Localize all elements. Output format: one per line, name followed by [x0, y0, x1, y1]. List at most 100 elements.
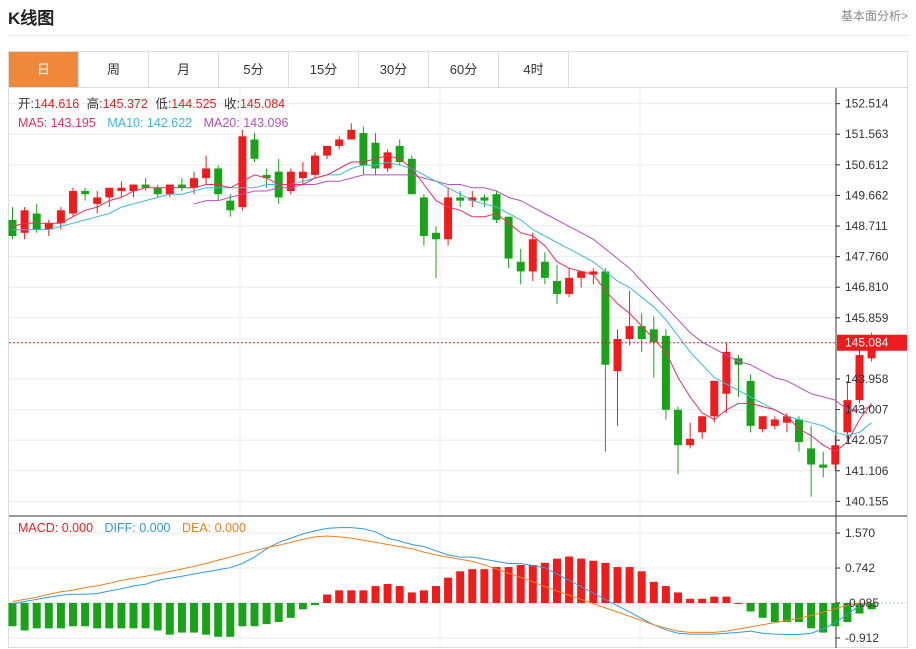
- macd-bar: [190, 602, 198, 633]
- macd-bar: [625, 567, 634, 603]
- page-title: K线图: [8, 9, 55, 28]
- macd-bar: [613, 567, 622, 603]
- candle-body: [782, 416, 791, 423]
- candle-body: [165, 184, 174, 195]
- macd-tick-label: 1.570: [845, 526, 875, 540]
- macd-bar: [56, 602, 65, 629]
- candle-body: [613, 339, 622, 372]
- candle-body: [190, 178, 198, 188]
- candle-body: [298, 171, 307, 179]
- high-value: 145.372: [103, 97, 148, 111]
- macd-bar: [686, 598, 695, 603]
- macd-bar: [855, 602, 864, 614]
- candle-body: [347, 129, 356, 140]
- candle-body: [8, 219, 17, 237]
- close-value: 145.084: [240, 97, 285, 111]
- candle-body: [480, 197, 489, 201]
- tab-30min[interactable]: 30分: [359, 52, 429, 87]
- macd-bar: [238, 602, 247, 627]
- candle-body: [105, 187, 114, 198]
- price-tick-label: 149.662: [845, 188, 889, 202]
- macd-bar: [93, 602, 102, 629]
- macd-bar: [274, 602, 283, 623]
- candle-body: [553, 281, 561, 294]
- macd-bar: [432, 586, 440, 603]
- price-tick-label: 150.612: [845, 158, 889, 172]
- candle-body: [407, 158, 416, 195]
- last-price-label: 145.084: [845, 336, 889, 350]
- candle-body: [383, 152, 392, 169]
- close-label: 收:: [224, 97, 240, 111]
- dea-label: DEA: 0.000: [182, 521, 246, 535]
- macd-bar: [831, 602, 840, 627]
- period-tabbar: 日 周 月 5分 15分 30分 60分 4时: [9, 52, 907, 88]
- macd-bar: [395, 586, 404, 603]
- macd-bar: [734, 602, 743, 604]
- macd-bar: [710, 596, 719, 603]
- macd-bar: [298, 602, 307, 610]
- price-tick-label: 142.057: [845, 433, 889, 447]
- tab-4hour[interactable]: 4时: [499, 52, 569, 87]
- tab-week[interactable]: 周: [79, 52, 149, 87]
- macd-bar: [528, 564, 537, 603]
- candle-body: [359, 133, 368, 166]
- candle-body: [661, 335, 670, 410]
- candle-body: [770, 419, 779, 426]
- macd-bar: [843, 602, 852, 623]
- candle-body: [141, 184, 150, 188]
- candle-body: [69, 190, 77, 214]
- macd-bar: [359, 590, 368, 603]
- tab-60min[interactable]: 60分: [429, 52, 499, 87]
- macd-bar: [214, 602, 223, 637]
- candle-body: [323, 145, 332, 156]
- macd-series: [8, 527, 876, 637]
- macd-bar: [444, 577, 453, 603]
- tab-month[interactable]: 月: [149, 52, 219, 87]
- ma5-label: MA5: 143.195: [18, 116, 96, 130]
- macd-bar: [819, 602, 828, 633]
- tab-day[interactable]: 日: [9, 52, 79, 87]
- price-tick-label: 143.007: [845, 403, 889, 417]
- macd-bar: [758, 602, 767, 618]
- macd-bar: [589, 560, 598, 603]
- candle-body: [468, 197, 477, 201]
- macd-bar: [504, 567, 513, 603]
- macd-bar: [262, 602, 271, 625]
- macd-bar: [661, 586, 670, 603]
- candle-body: [202, 168, 211, 179]
- macd-bar: [323, 594, 332, 603]
- price-tick-label: 143.958: [845, 372, 889, 386]
- candle-body: [722, 351, 731, 394]
- candle-body: [56, 210, 65, 224]
- tab-5min[interactable]: 5分: [219, 52, 289, 87]
- macd-bar: [165, 602, 174, 635]
- ma20-label: MA20: 143.096: [204, 116, 289, 130]
- tab-15min[interactable]: 15分: [289, 52, 359, 87]
- candle-body: [601, 271, 610, 365]
- candle-body: [250, 139, 259, 159]
- fundamental-analysis-link[interactable]: 基本面分析>: [840, 9, 908, 23]
- open-label: 开:: [18, 97, 34, 111]
- macd-bar: [32, 602, 41, 629]
- macd-bar: [637, 571, 646, 603]
- price-tick-label: 146.810: [845, 280, 889, 294]
- candle-body: [32, 213, 41, 230]
- candle-body: [456, 197, 465, 201]
- macd-bar: [347, 590, 356, 603]
- candle-body: [311, 155, 319, 175]
- candle-body: [335, 139, 344, 146]
- macd-info: MACD: 0.000 DIFF: 0.000 DEA: 0.000: [18, 521, 246, 535]
- candle-body: [516, 261, 525, 272]
- macd-bar: [202, 602, 211, 635]
- macd-bar: [383, 583, 392, 603]
- dea-line: [12, 535, 872, 633]
- macd-axis: 1.570 0.742 -0.085 -0.912: [836, 526, 879, 645]
- candle-body: [698, 416, 707, 433]
- candle-body: [81, 190, 90, 195]
- macd-bar: [867, 602, 876, 610]
- macd-bar: [770, 602, 779, 623]
- macd-bar: [456, 571, 465, 603]
- candle-body: [395, 145, 404, 163]
- grid-lines: [9, 88, 906, 648]
- candle-body: [625, 326, 634, 340]
